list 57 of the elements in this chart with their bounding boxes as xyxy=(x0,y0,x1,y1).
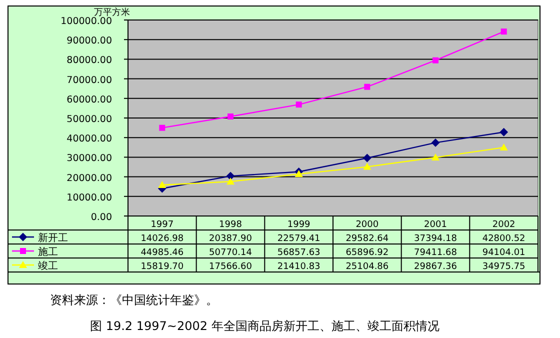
y-tick-label: 50000.00 xyxy=(66,114,112,125)
data-label: 42800.52 xyxy=(482,234,526,244)
y-tick-label: 40000.00 xyxy=(66,134,112,145)
y-axis-title: 万平方米 xyxy=(94,7,130,18)
y-tick-label: 0.00 xyxy=(90,212,112,223)
x-tick-label: 2001 xyxy=(424,220,447,230)
x-tick-label: 2000 xyxy=(356,220,379,230)
data-label: 79411.68 xyxy=(414,248,458,258)
legend-label: 施工 xyxy=(38,246,58,258)
x-tick-label: 1999 xyxy=(287,220,311,230)
point xyxy=(500,143,508,150)
point xyxy=(500,128,508,136)
y-tick-label: 80000.00 xyxy=(66,55,112,66)
y-tick-label: 90000.00 xyxy=(66,36,112,47)
data-label: 34975.75 xyxy=(482,262,526,272)
y-tick-label: 30000.00 xyxy=(66,153,112,164)
data-label: 25104.86 xyxy=(346,262,389,272)
data-label: 14026.98 xyxy=(140,234,184,244)
data-label: 65896.92 xyxy=(346,248,389,258)
data-label: 56857.63 xyxy=(277,248,320,258)
data-label: 21410.83 xyxy=(277,262,320,272)
point xyxy=(228,113,234,120)
point xyxy=(294,170,303,178)
legend-label: 竣工 xyxy=(38,260,58,272)
point xyxy=(363,154,372,162)
y-tick-label: 10000.00 xyxy=(66,192,112,204)
point xyxy=(432,153,440,160)
y-tick-label: 60000.00 xyxy=(66,94,112,106)
point xyxy=(432,57,438,64)
legend-label: 新开工 xyxy=(38,232,68,244)
y-tick-label: 70000.00 xyxy=(66,74,112,86)
point xyxy=(364,84,370,90)
y-tick-label: 20000.00 xyxy=(66,172,112,184)
data-label: 50770.14 xyxy=(209,248,252,258)
data-label: 15819.70 xyxy=(140,262,184,272)
data-label: 37394.18 xyxy=(414,234,458,244)
x-tick-label: 1997 xyxy=(150,220,174,230)
x-tick-label: 2002 xyxy=(492,220,516,230)
point xyxy=(158,180,166,188)
data-label: 29867.36 xyxy=(414,262,458,272)
text: 资料来源：《中国统计年鉴》。 xyxy=(50,293,218,307)
data-label: 22579.41 xyxy=(277,234,320,244)
data-label: 20387.90 xyxy=(209,234,252,244)
data-label: 29582.64 xyxy=(346,234,389,244)
point xyxy=(432,138,440,147)
point xyxy=(226,178,234,185)
point xyxy=(226,172,234,180)
y-tick-label: 100000.00 xyxy=(60,16,112,27)
text: 图 19.2 1997~2002 年全国商品房新开工、施工、竣工面积情况 xyxy=(90,319,440,333)
x-tick-label: 1998 xyxy=(219,220,242,230)
point xyxy=(159,124,166,131)
data-label: 94104.01 xyxy=(482,248,526,258)
point xyxy=(500,28,507,35)
point xyxy=(363,162,372,170)
point xyxy=(296,102,302,108)
data-label: 44985.46 xyxy=(140,248,184,258)
data-label: 17566.60 xyxy=(209,262,252,272)
